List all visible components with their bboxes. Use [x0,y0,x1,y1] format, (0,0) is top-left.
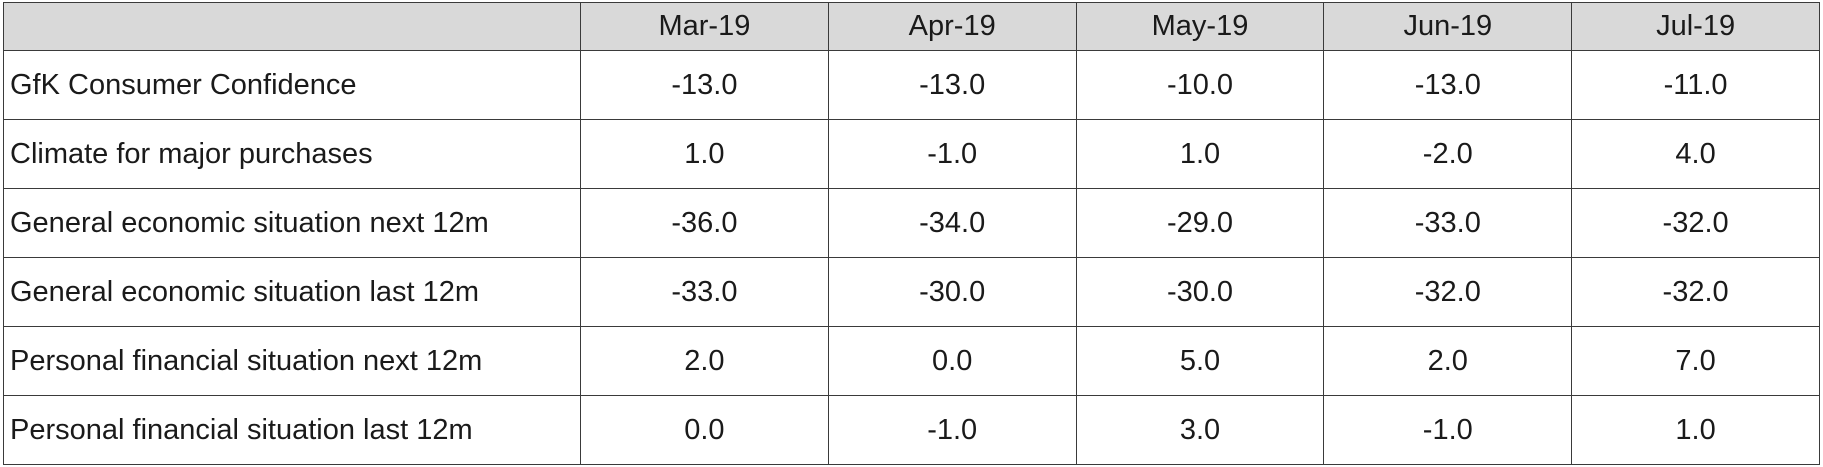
table-row: Climate for major purchases 1.0 -1.0 1.0 -2.… [3,119,1820,189]
value-cell: -36.0 [580,188,829,258]
value-cell: -30.0 [827,257,1077,327]
value-cell: -10.0 [1075,50,1325,120]
table-row: Personal financial situation last 12m 0.0… [3,395,1820,465]
table-row: General economic situation next 12m -36.0… [3,188,1820,258]
value-cell: -11.0 [1571,50,1820,120]
value-cell: -33.0 [580,257,829,327]
value-cell: 7.0 [1571,326,1820,396]
row-label: General economic situation last 12m [3,257,581,327]
value-cell: 2.0 [1323,326,1573,396]
value-cell: 0.0 [827,326,1077,396]
column-header: Mar-19 [580,2,829,51]
column-header: May-19 [1075,2,1325,51]
value-cell: 4.0 [1571,119,1820,189]
value-cell: -32.0 [1571,188,1820,258]
row-label: Personal financial situation last 12m [3,395,581,465]
value-cell: 1.0 [1571,395,1820,465]
table-row: Personal financial situation next 12m 2.0… [3,326,1820,396]
value-cell: 2.0 [580,326,829,396]
value-cell: -2.0 [1323,119,1573,189]
row-label: GfK Consumer Confidence [3,50,581,120]
column-header: Jun-19 [1323,2,1573,51]
row-label: Personal financial situation next 12m [3,326,581,396]
table-row: General economic situation last 12m -33.0… [3,257,1820,327]
row-label: General economic situation next 12m [3,188,581,258]
corner-cell [3,2,581,51]
data-table: Mar-19 Apr-19 May-19 Jun-19 Jul-19 GfK Consu… [3,2,1820,465]
header-row: Mar-19 Apr-19 May-19 Jun-19 Jul-19 [3,2,1820,51]
value-cell: -30.0 [1075,257,1325,327]
value-cell: 5.0 [1075,326,1325,396]
table-body: GfK Consumer Confidence -13.0 -13.0 -10.0 -1… [3,50,1820,465]
table-row: GfK Consumer Confidence -13.0 -13.0 -10.0 -1… [3,50,1820,120]
value-cell: 1.0 [580,119,829,189]
value-cell: 0.0 [580,395,829,465]
value-cell: -34.0 [827,188,1077,258]
column-header: Jul-19 [1571,2,1820,51]
value-cell: -13.0 [580,50,829,120]
column-header: Apr-19 [827,2,1077,51]
row-label: Climate for major purchases [3,119,581,189]
value-cell: -32.0 [1571,257,1820,327]
value-cell: -13.0 [827,50,1077,120]
value-cell: -1.0 [827,395,1077,465]
value-cell: -32.0 [1323,257,1573,327]
value-cell: -1.0 [827,119,1077,189]
value-cell: -33.0 [1323,188,1573,258]
value-cell: -13.0 [1323,50,1573,120]
value-cell: 1.0 [1075,119,1325,189]
value-cell: -29.0 [1075,188,1325,258]
value-cell: 3.0 [1075,395,1325,465]
value-cell: -1.0 [1323,395,1573,465]
